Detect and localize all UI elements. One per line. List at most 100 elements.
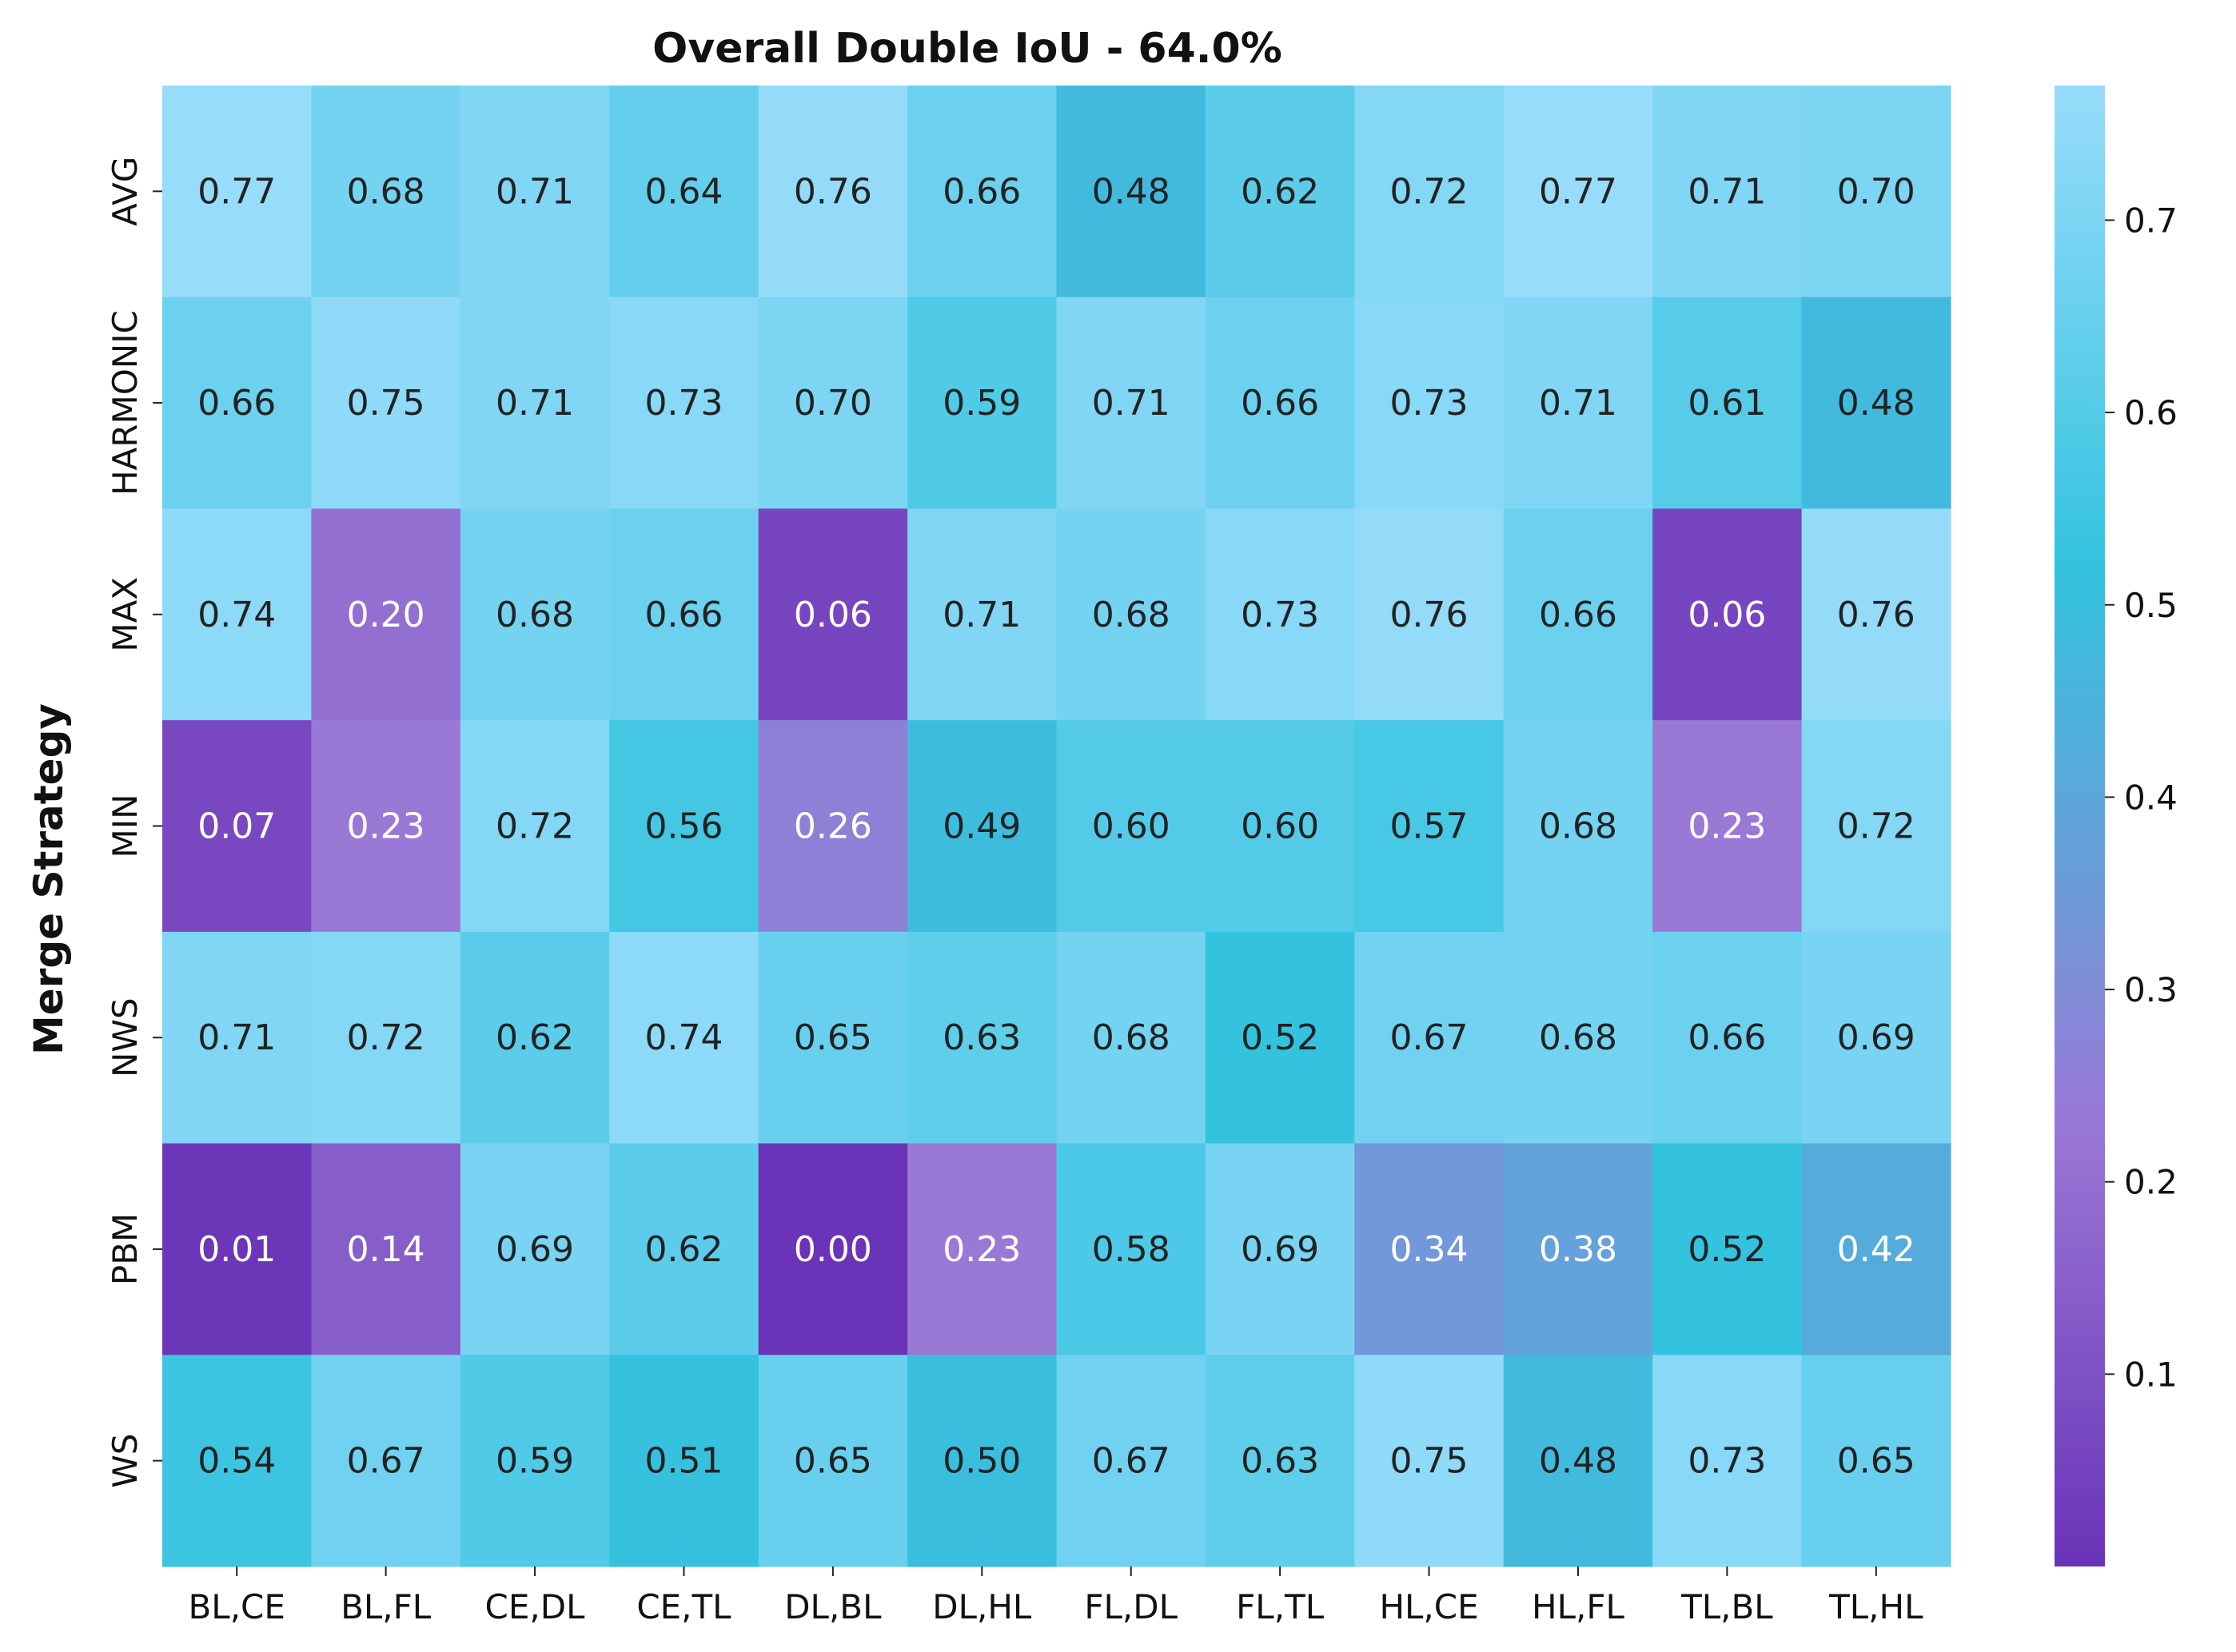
heatmap-cell	[1205, 931, 1355, 1144]
heatmap-cell	[311, 1143, 461, 1355]
y-tick-label: NWS	[106, 997, 145, 1077]
heatmap-cell	[907, 1355, 1058, 1567]
colorbar-tick-label: 0.7	[2124, 201, 2178, 240]
heatmap-cell	[1652, 931, 1803, 1144]
cell-value-label: 0.74	[644, 1017, 723, 1058]
heatmap-cell	[162, 1143, 313, 1355]
y-tick-label: PBM	[106, 1213, 145, 1285]
cell-value-label: 0.48	[1837, 383, 1915, 424]
heatmap-cell	[311, 1355, 461, 1567]
cell-value-label: 0.65	[794, 1441, 872, 1482]
cell-value-label: 0.00	[794, 1229, 872, 1270]
heatmap-cell	[907, 931, 1058, 1144]
heatmap-cell	[1801, 1355, 1951, 1567]
heatmap-cell	[460, 508, 610, 721]
heatmap-cell	[1801, 931, 1951, 1144]
heatmap-cell	[758, 931, 908, 1144]
cell-value-label: 0.51	[644, 1441, 723, 1482]
cell-value-label: 0.34	[1390, 1229, 1469, 1270]
heatmap-cell	[609, 720, 759, 933]
heatmap-cell	[1056, 720, 1206, 933]
cell-value-label: 0.67	[347, 1441, 425, 1482]
cell-value-label: 0.59	[496, 1441, 574, 1482]
heatmap-cell	[1205, 1143, 1355, 1355]
cell-value-label: 0.68	[1539, 1017, 1617, 1058]
heatmap-cell	[758, 508, 908, 721]
heatmap-cell	[311, 86, 461, 298]
cell-value-label: 0.58	[1092, 1229, 1170, 1270]
heatmap-cell	[609, 297, 759, 510]
cell-value-label: 0.20	[347, 595, 425, 635]
heatmap-cell	[460, 1143, 610, 1355]
cell-value-label: 0.61	[1688, 383, 1766, 424]
cell-value-label: 0.68	[496, 595, 574, 635]
heatmap-cell	[1652, 86, 1803, 298]
heatmap-cell	[1503, 1143, 1653, 1355]
cell-value-label: 0.66	[197, 383, 276, 424]
heatmap-cell	[460, 931, 610, 1144]
colorbar-tick-label: 0.2	[2124, 1163, 2178, 1202]
cell-value-label: 0.74	[197, 595, 276, 635]
cell-value-label: 0.66	[1241, 383, 1319, 424]
cell-value-label: 0.71	[1688, 171, 1766, 212]
heatmap-cell	[1503, 297, 1653, 510]
heatmap-cell	[1354, 1143, 1505, 1355]
x-tick-label: BL,CE	[188, 1587, 285, 1626]
x-tick-label: FL,DL	[1084, 1587, 1178, 1626]
heatmap-cell	[1652, 1355, 1803, 1567]
heatmap-cell	[1801, 508, 1951, 721]
cell-value-label: 0.67	[1390, 1017, 1469, 1058]
y-tick-label: MIN	[106, 794, 145, 858]
colorbar-gradient	[2055, 86, 2105, 1566]
heatmap-cell	[907, 508, 1058, 721]
heatmap-cell	[1503, 931, 1653, 1144]
cell-value-label: 0.60	[1092, 806, 1170, 847]
heatmap-cell	[162, 720, 313, 933]
heatmap-cells: 0.77 0.68 0.71 0.64 0.76 0.66 0.48 0.62 0.72 0.77…	[162, 86, 1951, 1567]
cell-value-label: 0.49	[943, 806, 1021, 847]
x-tick-label: BL,FL	[341, 1587, 432, 1626]
x-tick-label: HL,FL	[1532, 1587, 1624, 1626]
heatmap-cell	[1354, 931, 1505, 1144]
cell-value-label: 0.65	[1837, 1441, 1915, 1482]
cell-value-label: 0.72	[1837, 806, 1915, 847]
heatmap-cell	[1503, 1355, 1653, 1567]
cell-value-label: 0.66	[1688, 1017, 1766, 1058]
heatmap-cell	[311, 297, 461, 510]
heatmap-cell	[1801, 720, 1951, 933]
colorbar-tick-label: 0.5	[2124, 586, 2178, 625]
heatmap-cell	[609, 1355, 759, 1567]
cell-value-label: 0.69	[496, 1229, 574, 1270]
cell-value-label: 0.60	[1241, 806, 1319, 847]
heatmap-cell	[460, 86, 610, 298]
heatmap-cell	[1056, 1143, 1206, 1355]
cell-value-label: 0.64	[644, 171, 723, 212]
cell-value-label: 0.65	[794, 1017, 872, 1058]
cell-value-label: 0.73	[1688, 1441, 1766, 1482]
heatmap-cell	[609, 1143, 759, 1355]
heatmap-cell	[162, 508, 313, 721]
heatmap-cell	[907, 297, 1058, 510]
heatmap-cell	[1205, 297, 1355, 510]
cell-value-label: 0.71	[943, 595, 1021, 635]
heatmap-cell	[1056, 86, 1206, 298]
cell-value-label: 0.62	[1241, 171, 1319, 212]
cell-value-label: 0.42	[1837, 1229, 1915, 1270]
cell-value-label: 0.59	[943, 383, 1021, 424]
cell-value-label: 0.01	[197, 1229, 276, 1270]
cell-value-label: 0.72	[347, 1017, 425, 1058]
cell-value-label: 0.50	[943, 1441, 1021, 1482]
y-axis-label: Merge Strategy	[26, 703, 72, 1055]
heatmap-cell	[1652, 1143, 1803, 1355]
cell-value-label: 0.73	[644, 383, 723, 424]
heatmap-cell	[311, 508, 461, 721]
cell-value-label: 0.71	[1092, 383, 1170, 424]
cell-value-label: 0.73	[1241, 595, 1319, 635]
cell-value-label: 0.76	[1837, 595, 1915, 635]
cell-value-label: 0.71	[1539, 383, 1617, 424]
x-tick-label: TL,HL	[1828, 1587, 1923, 1626]
x-tick-label: TL,BL	[1680, 1587, 1773, 1626]
cell-value-label: 0.23	[347, 806, 425, 847]
heatmap-cell	[907, 1143, 1058, 1355]
cell-value-label: 0.72	[496, 806, 574, 847]
